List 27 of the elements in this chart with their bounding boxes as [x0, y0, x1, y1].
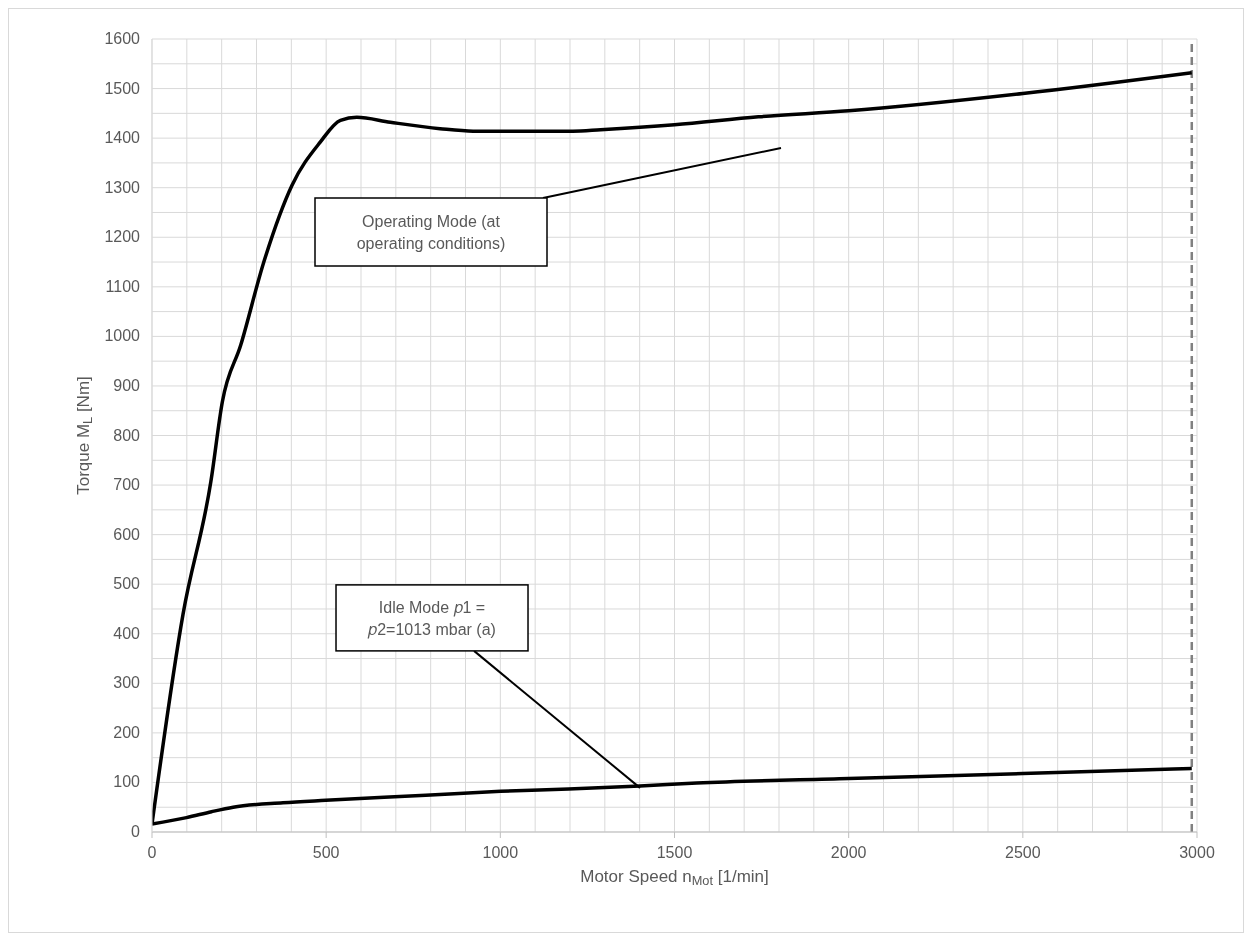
y-tick-label: 1600: [104, 30, 141, 47]
annotation: Operating Mode (at operating conditions): [356, 213, 506, 252]
y-tick-label: 300: [113, 674, 141, 692]
y-tick-label: 1500: [104, 79, 141, 97]
y-tick-label: 1400: [104, 129, 141, 147]
y-tick-label: 1200: [104, 228, 141, 246]
x-tick-label: 0: [147, 844, 157, 861]
y-tick-label: 800: [113, 426, 141, 444]
y-tick-label: 400: [113, 624, 141, 642]
y-tick-label: 700: [113, 476, 141, 494]
x-tick-label: 2500: [1005, 844, 1041, 861]
y-tick-label: 1100: [105, 277, 141, 295]
y-tick-label: 200: [113, 723, 141, 741]
x-tick-label: 2000: [830, 844, 867, 861]
y-tick-label: 0: [131, 823, 141, 840]
x-tick-label: 1500: [656, 844, 693, 861]
y-tick-label: 500: [113, 575, 141, 593]
y-tick-label: 1000: [104, 327, 141, 345]
x-tick-label: 1000: [482, 844, 519, 861]
y-tick-label: 1300: [104, 178, 141, 196]
annotation: Idle Mode 𝑝1 = 𝑝2=1013 mbar (a): [367, 598, 496, 639]
y-tick-label: 900: [113, 376, 141, 394]
y-tick-label: 100: [113, 773, 141, 791]
x-tick-label: 500: [312, 844, 340, 861]
y-tick-label: 600: [113, 525, 141, 543]
x-axis-title: Motor Speed n$_{Mot}$ [1/min]: [580, 867, 769, 889]
x-tick-label: 3000: [1179, 844, 1215, 861]
